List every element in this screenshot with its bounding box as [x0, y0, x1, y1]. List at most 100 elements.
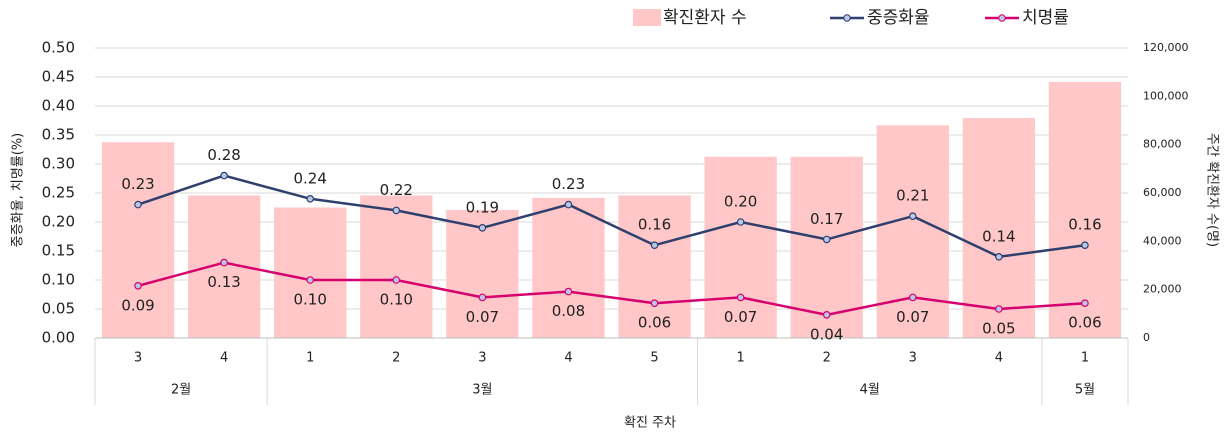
data-label: 0.04	[810, 325, 843, 343]
y-tick-label: 0.10	[42, 271, 75, 289]
bar	[101, 142, 175, 338]
data-label: 0.14	[982, 227, 1015, 245]
bar	[532, 197, 605, 338]
x-tick-label: 4	[220, 351, 228, 366]
data-label: 0.09	[121, 296, 154, 314]
y2-tick-label: 0	[1143, 331, 1150, 344]
legend-marker	[843, 14, 851, 22]
data-label: 0.21	[896, 187, 929, 205]
bar	[360, 195, 433, 338]
legend-label: 확진환자 수	[663, 8, 747, 28]
data-label: 0.16	[1068, 216, 1101, 234]
y-tick-label: 0.35	[42, 126, 75, 144]
x-tick-label: 5	[650, 351, 658, 366]
y-tick-label: 0.05	[42, 300, 75, 318]
x-tick-label: 1	[1081, 351, 1089, 366]
bar	[274, 207, 347, 338]
data-label: 0.07	[724, 308, 757, 326]
point	[306, 195, 315, 203]
x-tick-label: 4	[995, 351, 1003, 366]
y2-tick-label: 40,000	[1143, 234, 1182, 247]
group-label: 5월	[1075, 383, 1095, 398]
point	[478, 293, 487, 302]
data-label: 0.07	[466, 308, 499, 326]
y2-tick-label: 80,000	[1143, 138, 1182, 151]
y2-axis-title: 주간 확진환자 수(명)	[1205, 133, 1220, 247]
y2-tick-label: 20,000	[1143, 283, 1182, 296]
data-label: 0.06	[638, 314, 671, 332]
bar	[962, 118, 1036, 338]
x-tick-label: 2	[823, 351, 831, 366]
data-label: 0.16	[638, 216, 671, 234]
point	[736, 293, 745, 302]
point	[822, 310, 831, 319]
x-tick-label: 3	[478, 351, 486, 366]
line	[137, 174, 1086, 259]
x-tick-label: 1	[306, 351, 314, 366]
y-tick-label: 0.40	[42, 97, 75, 115]
y-tick-label: 0.20	[42, 213, 75, 231]
point	[564, 200, 573, 209]
x-axis-title: 확진 주차	[624, 416, 676, 431]
x-tick-label: 3	[134, 351, 142, 366]
legend-label: 치명률	[1022, 8, 1069, 28]
point	[908, 212, 917, 221]
data-label: 0.28	[207, 146, 240, 164]
bar	[790, 156, 863, 338]
bar	[1048, 81, 1122, 338]
data-label: 0.20	[724, 193, 757, 211]
bar	[876, 125, 949, 338]
point	[478, 224, 487, 232]
point	[1081, 299, 1089, 308]
point	[306, 276, 315, 284]
legend-label: 중증화율	[867, 8, 930, 28]
data-label: 0.23	[552, 175, 585, 193]
x-tick-label: 3	[909, 351, 917, 366]
data-label: 0.19	[466, 198, 499, 216]
point	[1081, 241, 1089, 250]
y-tick-label: 0.45	[42, 68, 75, 86]
x-tick-label: 4	[564, 351, 572, 366]
data-label: 0.05	[982, 320, 1015, 338]
point	[650, 241, 659, 250]
bar	[704, 156, 777, 338]
data-label: 0.10	[380, 291, 413, 309]
data-label: 0.17	[810, 210, 843, 228]
point	[220, 258, 228, 267]
data-label: 0.23	[121, 175, 154, 193]
point	[134, 281, 142, 290]
group-label: 4월	[860, 383, 880, 398]
y-tick-label: 0.15	[42, 242, 75, 260]
group-label: 2월	[171, 383, 191, 398]
data-label: 0.10	[294, 291, 327, 309]
group-label: 3월	[472, 383, 492, 398]
y-tick-label: 0.30	[42, 155, 75, 173]
y-tick-label: 0.50	[42, 39, 75, 57]
x-tick-label: 1	[736, 351, 744, 366]
point	[220, 171, 228, 180]
data-label: 0.08	[552, 302, 585, 320]
point	[392, 276, 401, 284]
legend-marker	[998, 14, 1006, 22]
point	[908, 293, 917, 302]
y-axis-title: 중증화율, 치명률(%)	[11, 133, 26, 247]
legend-swatch	[633, 9, 661, 26]
point	[995, 252, 1003, 261]
y2-tick-label: 60,000	[1143, 186, 1182, 199]
bar	[618, 195, 691, 338]
y2-tick-label: 100,000	[1143, 89, 1189, 102]
data-label: 0.24	[294, 169, 327, 187]
point	[650, 299, 659, 308]
data-label: 0.22	[380, 181, 413, 199]
point	[134, 200, 142, 209]
point	[736, 218, 745, 226]
point	[822, 235, 831, 244]
data-label: 0.06	[1068, 314, 1101, 332]
point	[564, 287, 573, 296]
x-tick-label: 2	[392, 351, 400, 366]
y-tick-label: 0.00	[42, 329, 75, 347]
point	[392, 206, 401, 215]
point	[995, 305, 1003, 313]
data-label: 0.13	[207, 273, 240, 291]
line	[137, 261, 1086, 317]
